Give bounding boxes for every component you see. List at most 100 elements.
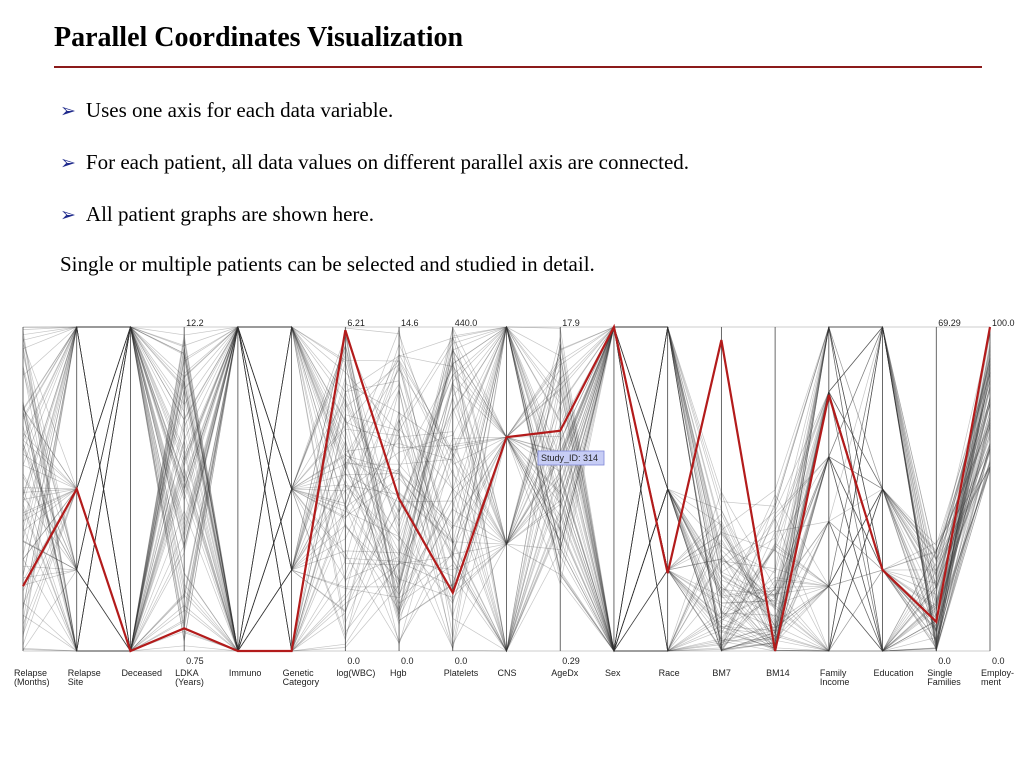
patient-line[interactable] (22, 325, 991, 653)
patient-line[interactable] (22, 325, 991, 653)
patient-line[interactable] (22, 325, 991, 653)
axis-min-label: 0.75 (186, 656, 204, 666)
patient-line[interactable] (22, 325, 991, 652)
axis-label: Single (927, 668, 952, 678)
patient-line[interactable] (22, 325, 991, 652)
patient-line[interactable] (22, 326, 991, 652)
axis-label: Platelets (444, 668, 479, 678)
patient-line[interactable] (22, 325, 991, 653)
patient-line[interactable] (22, 326, 991, 652)
patient-line[interactable] (22, 326, 991, 653)
arrow-bullet-icon: ➢ (60, 205, 76, 226)
patient-line[interactable] (22, 325, 991, 653)
axis-label: log(WBC) (336, 668, 375, 678)
patient-line[interactable] (22, 325, 991, 652)
patient-line[interactable] (22, 326, 991, 652)
patient-line[interactable] (22, 326, 991, 652)
patient-line[interactable] (22, 325, 991, 652)
patient-line[interactable] (22, 325, 991, 653)
axis-label: Category (283, 677, 320, 687)
patient-line[interactable] (22, 326, 991, 652)
patient-tooltip (537, 450, 605, 466)
patient-line[interactable] (22, 326, 991, 652)
patient-line[interactable] (22, 325, 991, 653)
patient-line[interactable] (22, 326, 991, 652)
patient-line[interactable] (22, 326, 991, 653)
patient-line[interactable] (22, 326, 991, 653)
axis-label: Relapse (14, 668, 47, 678)
patient-line[interactable] (22, 325, 991, 652)
patient-line[interactable] (22, 326, 991, 652)
title-divider (54, 66, 982, 68)
bullet-item: ➢ Uses one axis for each data variable. (60, 94, 689, 146)
axis-label: (Months) (14, 677, 50, 687)
patient-line[interactable] (22, 325, 991, 652)
axis-label: Employ- (981, 668, 1014, 678)
highlighted-patient-line[interactable] (22, 323, 992, 653)
patient-line[interactable] (22, 325, 991, 652)
patient-line[interactable] (22, 326, 991, 652)
axis-label: Deceased (121, 668, 162, 678)
patient-line[interactable] (22, 326, 991, 652)
bullet-text: All patient graphs are shown here. (85, 202, 374, 226)
patient-line[interactable] (22, 326, 991, 652)
patient-line[interactable] (22, 326, 991, 652)
patient-line[interactable] (22, 326, 991, 652)
axis-label: CNS (498, 668, 517, 678)
axes-layer (22, 326, 991, 652)
axis-label: BM14 (766, 668, 790, 678)
patient-line[interactable] (22, 326, 991, 653)
patient-line[interactable] (22, 326, 991, 652)
patient-line[interactable] (22, 326, 991, 652)
axis-label: Relapse (68, 668, 101, 678)
bullet-text: For each patient, all data values on dif… (85, 150, 690, 174)
patient-line[interactable] (22, 325, 991, 653)
parallel-coordinates-chart[interactable]: Study_ID: 314 Relapse(Months)RelapseSite… (0, 312, 1024, 692)
axis-min-label: 0.0 (455, 656, 468, 666)
axis-min-label: 0.29 (562, 656, 580, 666)
patient-line[interactable] (22, 326, 991, 653)
axis-max-label: 440.0 (455, 318, 478, 328)
patient-line[interactable] (22, 326, 991, 652)
patient-line[interactable] (22, 326, 991, 652)
patient-line[interactable] (22, 325, 991, 652)
patient-line[interactable] (22, 325, 991, 653)
patient-line[interactable] (22, 326, 991, 652)
patient-line[interactable] (22, 325, 991, 652)
patient-line[interactable] (22, 326, 991, 652)
patient-line[interactable] (22, 326, 991, 652)
patient-line[interactable] (22, 325, 991, 653)
axis-max-label: 100.0 (992, 318, 1015, 328)
axis-label: ment (981, 677, 1002, 687)
axis-max-label: 69.29 (938, 318, 961, 328)
patient-line[interactable] (22, 325, 991, 652)
patient-line[interactable] (22, 325, 991, 652)
patient-line[interactable] (22, 326, 991, 652)
axis-min-label: 0.0 (401, 656, 414, 666)
patient-line[interactable] (22, 325, 991, 652)
patient-line[interactable] (22, 326, 991, 653)
patient-line[interactable] (22, 325, 991, 653)
axis-label: Site (68, 677, 84, 687)
patient-line[interactable] (22, 325, 991, 652)
highlighted-patient-layer: Study_ID: 314 (22, 323, 992, 653)
patient-line[interactable] (22, 326, 991, 653)
patient-line[interactable] (22, 326, 991, 653)
patient-line[interactable] (22, 325, 991, 652)
axis-max-label: 6.21 (347, 318, 365, 328)
patient-line[interactable] (22, 326, 991, 652)
patient-line[interactable] (22, 325, 991, 652)
patient-line[interactable] (22, 325, 991, 652)
patient-line[interactable] (22, 326, 991, 652)
patient-line[interactable] (22, 326, 991, 653)
bullet-list: ➢ Uses one axis for each data variable. ➢… (60, 94, 689, 250)
patient-line[interactable] (22, 325, 991, 653)
arrow-bullet-icon: ➢ (60, 153, 76, 174)
patient-line[interactable] (22, 357, 991, 653)
patient-line[interactable] (22, 326, 991, 652)
patient-line[interactable] (22, 325, 991, 653)
patient-line[interactable] (22, 325, 991, 652)
axis-label: Genetic (283, 668, 315, 678)
patient-line[interactable] (22, 326, 991, 652)
